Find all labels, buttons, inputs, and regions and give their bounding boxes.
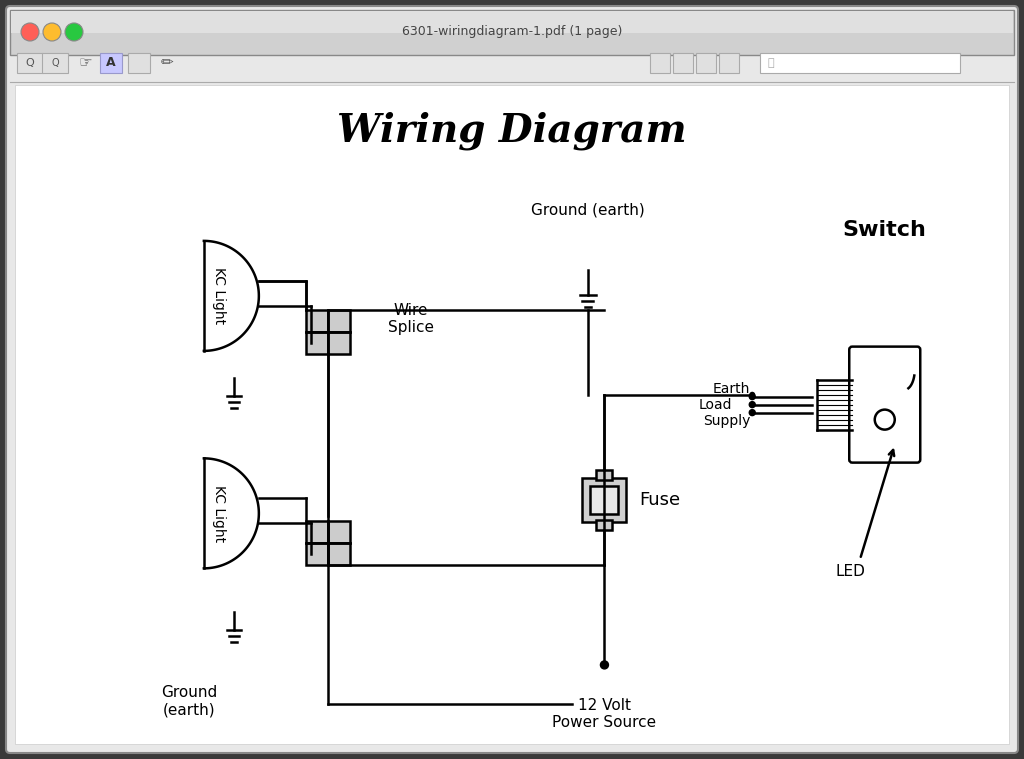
Circle shape [750, 392, 756, 398]
Bar [10, 10, 1014, 55]
Bar [100, 53, 122, 73]
Bar [17, 53, 43, 73]
Bar [760, 53, 961, 73]
Bar [42, 53, 68, 73]
Bar [673, 53, 693, 73]
Bar [15, 85, 1009, 744]
Text: Earth: Earth [713, 382, 751, 395]
Text: Switch: Switch [843, 220, 927, 240]
Bar [650, 53, 670, 73]
Text: Ground
(earth): Ground (earth) [161, 685, 217, 717]
Bar [583, 478, 627, 522]
Bar [306, 543, 328, 565]
FancyBboxPatch shape [849, 347, 921, 463]
Text: 🔍: 🔍 [768, 58, 774, 68]
Bar [306, 521, 328, 543]
Text: Supply: Supply [702, 414, 751, 427]
Text: Q: Q [51, 58, 58, 68]
Circle shape [65, 23, 83, 41]
Bar [719, 53, 739, 73]
Bar [596, 470, 612, 480]
FancyBboxPatch shape [6, 6, 1018, 753]
Bar [328, 332, 350, 354]
Text: Fuse: Fuse [639, 491, 681, 509]
Circle shape [750, 402, 756, 408]
Text: Wiring Diagram: Wiring Diagram [337, 112, 687, 150]
Bar [11, 11, 1013, 33]
Text: Ground (earth): Ground (earth) [530, 203, 644, 218]
Text: 12 Volt
Power Source: 12 Volt Power Source [552, 698, 656, 730]
Bar [591, 487, 618, 514]
Text: KC Light: KC Light [212, 267, 226, 324]
Text: ☞: ☞ [78, 55, 92, 71]
Text: LED: LED [835, 564, 865, 579]
Bar [328, 310, 350, 332]
Circle shape [22, 23, 39, 41]
Bar [328, 521, 350, 543]
Circle shape [600, 661, 608, 669]
Bar [696, 53, 716, 73]
Text: KC Light: KC Light [212, 485, 226, 542]
Text: Load: Load [698, 398, 732, 411]
Text: Q: Q [26, 58, 35, 68]
Text: ✏: ✏ [161, 55, 173, 71]
Bar [596, 520, 612, 531]
Text: Wire
Splice: Wire Splice [388, 303, 434, 335]
Bar [306, 332, 328, 354]
Bar [306, 310, 328, 332]
Text: A: A [106, 56, 116, 70]
Bar [128, 53, 150, 73]
Circle shape [750, 394, 756, 400]
Text: 6301-wiringdiagram-1.pdf (1 page): 6301-wiringdiagram-1.pdf (1 page) [401, 26, 623, 39]
Circle shape [43, 23, 61, 41]
Bar [328, 543, 350, 565]
Circle shape [874, 410, 895, 430]
Circle shape [750, 410, 756, 416]
